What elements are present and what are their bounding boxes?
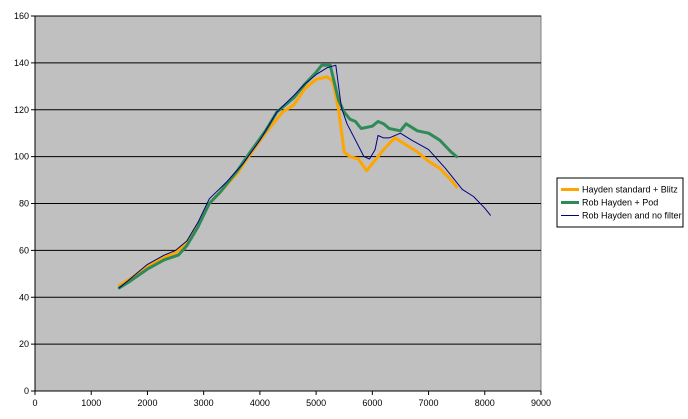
x-tick-label-6000: 6000 <box>362 398 382 408</box>
legend-label-3: Rob Hayden and no filter <box>582 211 682 221</box>
x-tick-label-2000: 2000 <box>137 398 157 408</box>
x-tick-label-7000: 7000 <box>419 398 439 408</box>
y-tick-label-0: 0 <box>24 386 29 396</box>
x-tick-labels: 0 1000 2000 3000 4000 5000 6000 7000 8000 9000 <box>32 398 551 408</box>
y-tick-labels: 0 20 40 60 80 100 120 140 160 <box>14 11 29 396</box>
x-tick-label-1000: 1000 <box>81 398 101 408</box>
x-tick-label-8000: 8000 <box>475 398 495 408</box>
series-line-2 <box>117 63 459 290</box>
axes <box>31 15 542 395</box>
y-tick-label-140: 140 <box>14 58 29 68</box>
legend-label-2: Rob Hayden + Pod <box>582 198 658 208</box>
x-tick-label-9000: 9000 <box>531 398 551 408</box>
y-tick-label-40: 40 <box>19 292 29 302</box>
legend: Hayden standard + Blitz Rob Hayden + Pod R… <box>556 177 684 228</box>
series-layer <box>117 63 491 290</box>
series-line-3 <box>118 64 491 289</box>
y-tick-label-160: 160 <box>14 11 29 21</box>
y-tick-label-80: 80 <box>19 199 29 209</box>
x-tick-label-3000: 3000 <box>194 398 214 408</box>
y-tick-label-60: 60 <box>19 245 29 255</box>
y-tick-label-20: 20 <box>19 339 29 349</box>
legend-label-1: Hayden standard + Blitz <box>582 185 678 195</box>
x-tick-label-0: 0 <box>32 398 37 408</box>
y-tick-label-120: 120 <box>14 105 29 115</box>
x-tick-label-5000: 5000 <box>306 398 326 408</box>
x-tick-label-4000: 4000 <box>250 398 270 408</box>
y-tick-label-100: 100 <box>14 152 29 162</box>
